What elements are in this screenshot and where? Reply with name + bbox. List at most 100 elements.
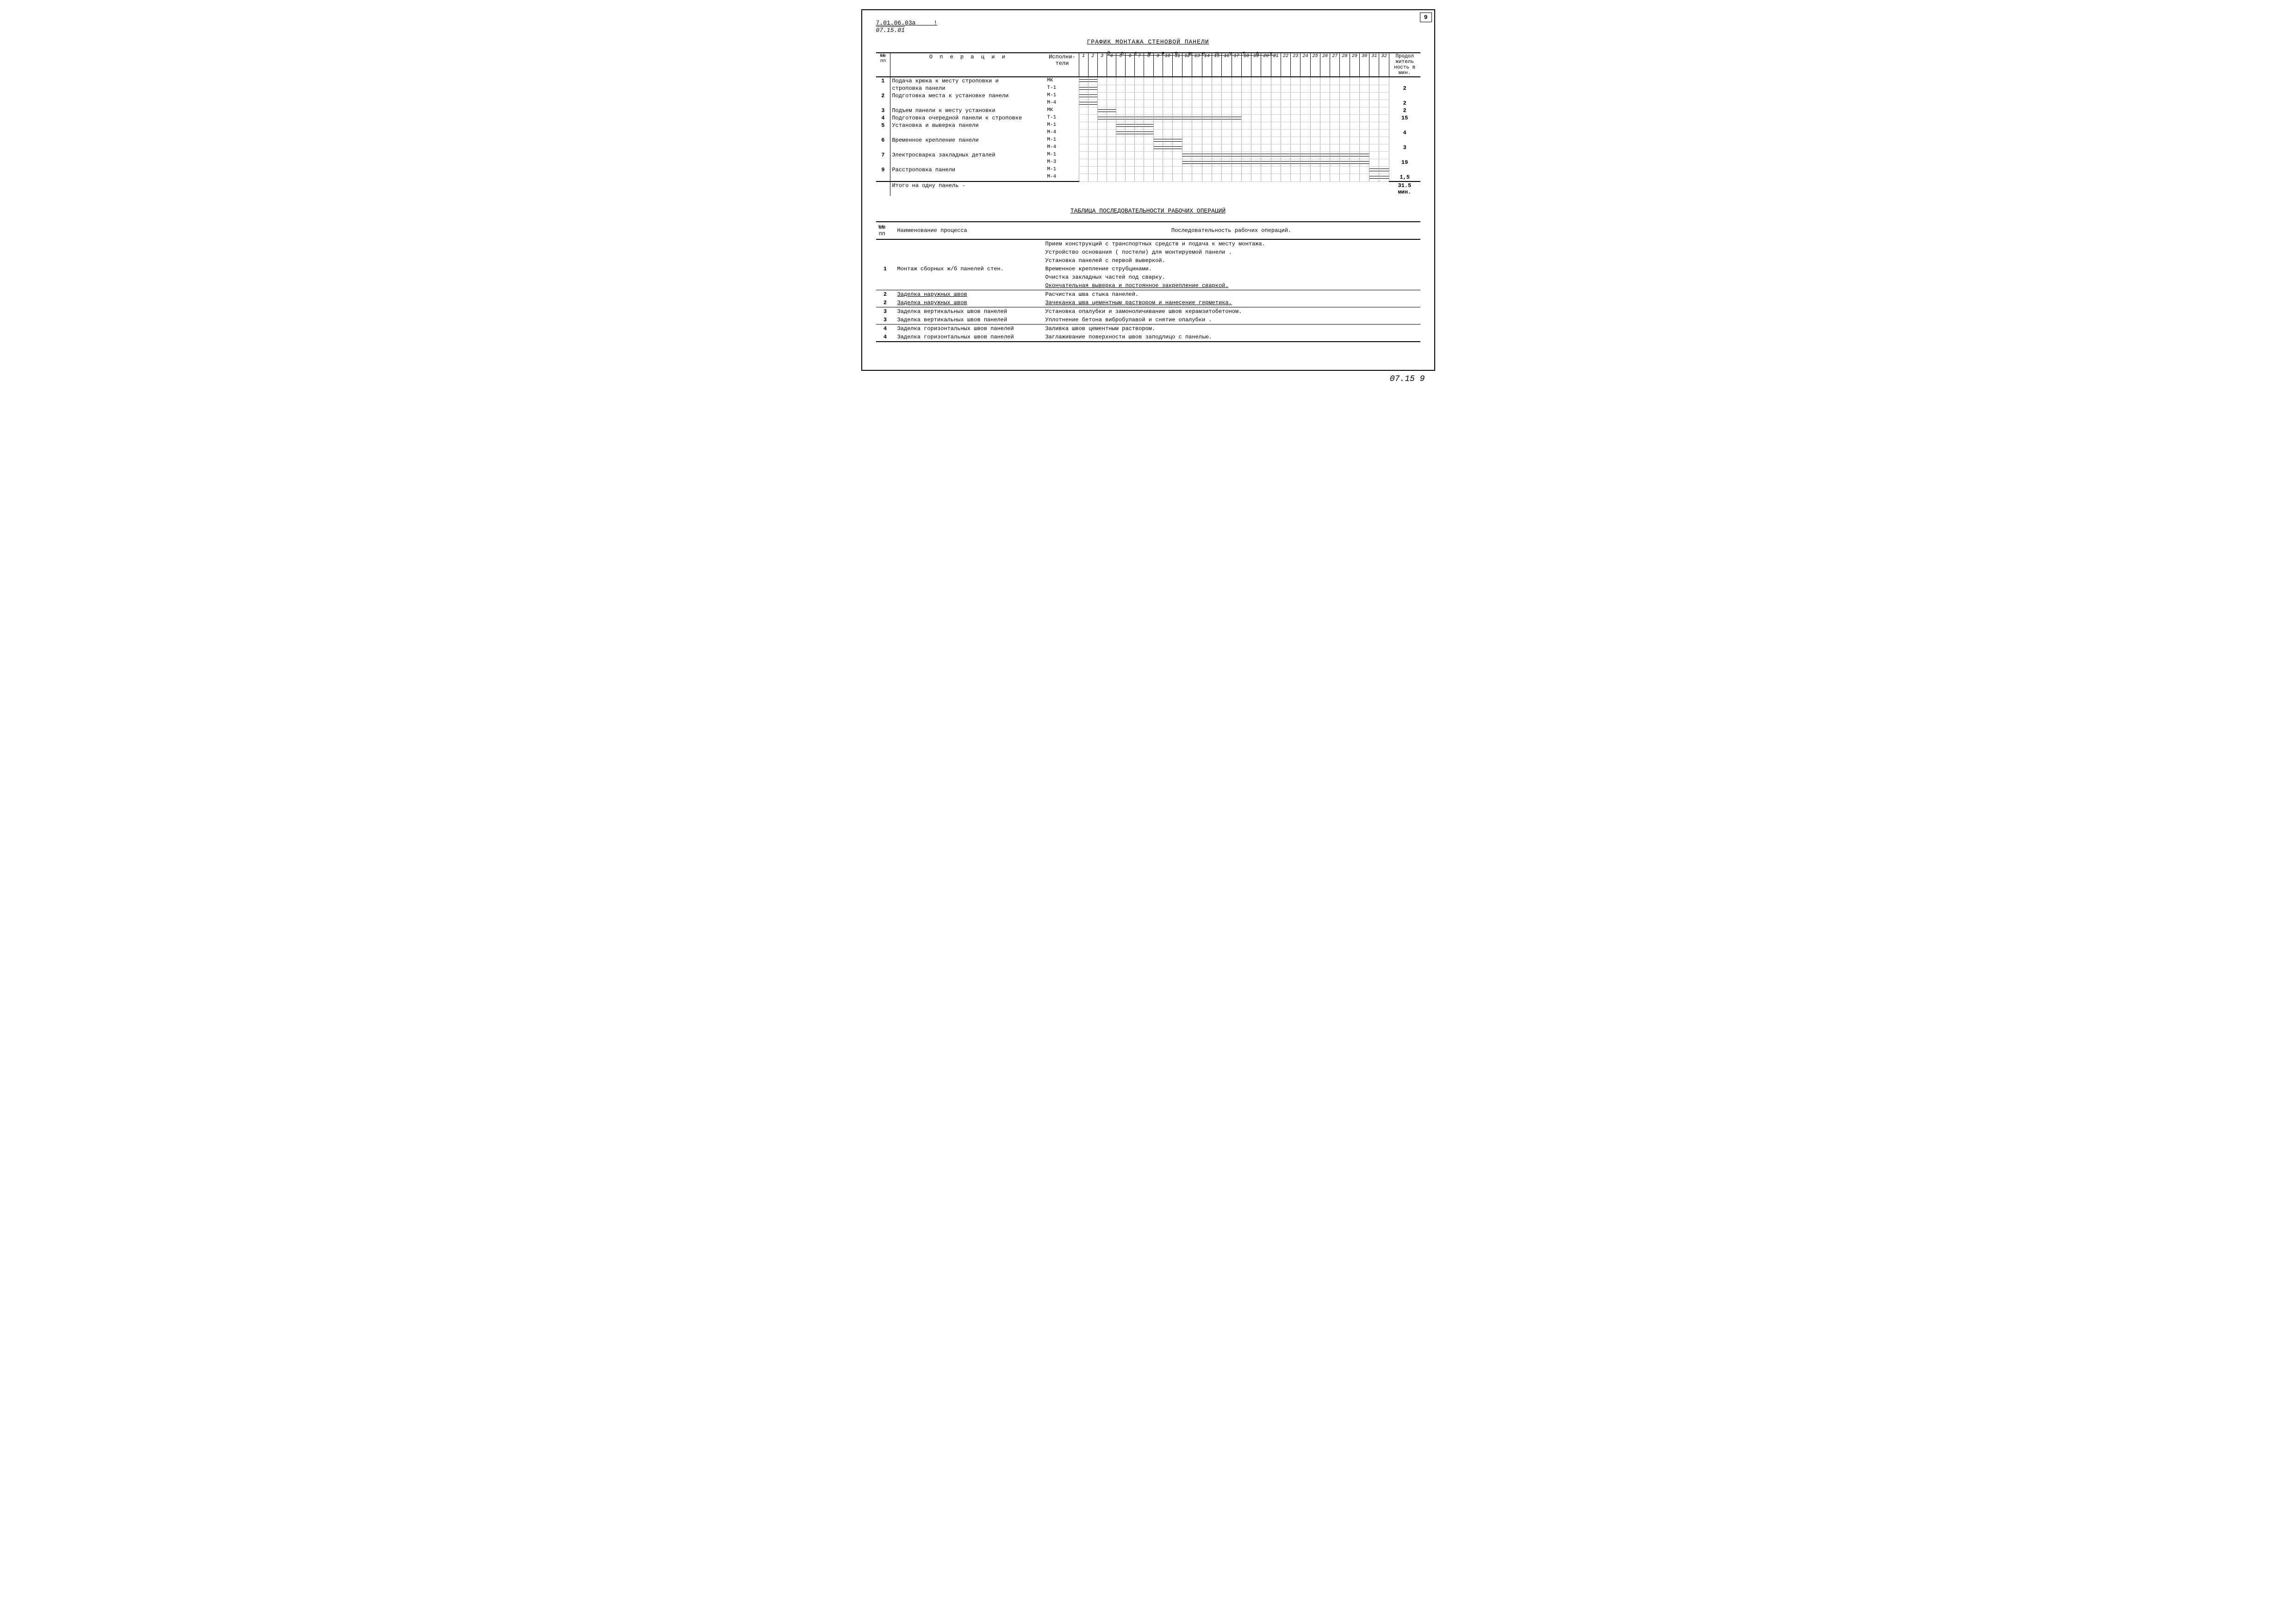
gantt-bar: [1173, 139, 1182, 142]
time-col-22: 22: [1281, 53, 1290, 77]
time-col-30: 30: [1359, 53, 1369, 77]
time-col-11: 11: [1172, 53, 1182, 77]
gantt-bar: [1311, 154, 1320, 156]
seq-row: 4Заделка горизонтальных швов панелейЗагл…: [876, 333, 1420, 342]
gantt-bar: [1144, 124, 1153, 127]
code-bottom: 07.15.01: [876, 26, 905, 34]
gantt-bar: [1163, 117, 1172, 119]
time-col-6: 6: [1126, 53, 1135, 77]
seq-row: Установка панелей с первой выверкой.: [876, 256, 1420, 265]
seq-row: Прием конструкций с транспортных средств…: [876, 239, 1420, 248]
gantt-bar: [1222, 117, 1231, 119]
footer-code: 07.15 9: [1390, 375, 1425, 384]
gantt-bar: [1079, 94, 1088, 97]
gantt-bar: [1379, 169, 1388, 171]
gantt-bar: [1192, 117, 1201, 119]
time-col-14: 14: [1202, 53, 1212, 77]
gantt-bar: [1107, 109, 1116, 112]
seq-row: 2Заделка наружных швовЗачеканка шва цеме…: [876, 299, 1420, 307]
gantt-bar: [1089, 102, 1097, 105]
time-col-16: 16: [1222, 53, 1232, 77]
gantt-bar: [1163, 139, 1172, 142]
seq-row: 3Заделка вертикальных швов панелейУплотн…: [876, 316, 1420, 325]
sequence-title: ТАБЛИЦА ПОСЛЕДОВАТЕЛЬНОСТИ РАБОЧИХ ОПЕРА…: [876, 207, 1420, 214]
time-col-13: 13: [1192, 53, 1202, 77]
sequence-table: №№ппНаименование процессаПоследовательно…: [876, 221, 1420, 342]
col-header-executors: Исполни-тели: [1045, 53, 1079, 77]
gantt-row: 3Подъем панели к месту установкиМК2: [876, 107, 1420, 114]
gantt-bar: [1098, 117, 1107, 119]
gantt-bar: [1192, 161, 1201, 164]
gantt-bar: [1089, 79, 1097, 82]
gantt-bar: [1222, 154, 1231, 156]
gantt-bar: [1311, 161, 1320, 164]
gantt-bar: [1154, 117, 1163, 119]
gantt-bar: [1360, 161, 1369, 164]
time-col-23: 23: [1291, 53, 1300, 77]
gantt-title: ГРАФИК МОНТАЖА СТЕНОВОЙ ПАНЕЛИ: [876, 38, 1420, 45]
gantt-bar: [1107, 117, 1116, 119]
gantt-bar: [1182, 161, 1192, 164]
col-header-num: №№пп: [876, 53, 890, 77]
gantt-bar: [1144, 117, 1153, 119]
time-col-32: 32: [1379, 53, 1389, 77]
gantt-bar: [1098, 109, 1107, 112]
gantt-bar: [1291, 161, 1300, 164]
gantt-bar: [1212, 154, 1221, 156]
time-col-18: 18: [1241, 53, 1251, 77]
time-col-21: 21: [1271, 53, 1281, 77]
gantt-bar: [1271, 154, 1281, 156]
gantt-bar: [1369, 169, 1379, 171]
seq-row: 4Заделка горизонтальных швов панелейЗали…: [876, 325, 1420, 333]
gantt-bar: [1192, 154, 1201, 156]
gantt-bar: [1154, 146, 1163, 149]
gantt-row: 9Расстроповка панелиМ-1: [876, 166, 1420, 174]
gantt-bar: [1079, 102, 1088, 105]
gantt-row: М-42: [876, 100, 1420, 107]
gantt-bar: [1300, 161, 1310, 164]
gantt-bar: [1135, 131, 1144, 134]
gantt-row: М-44: [876, 129, 1420, 137]
gantt-bar: [1271, 161, 1281, 164]
gantt-row: М-319: [876, 159, 1420, 166]
gantt-bar: [1232, 117, 1241, 119]
time-col-29: 29: [1350, 53, 1359, 77]
gantt-bar: [1281, 154, 1290, 156]
gantt-bar: [1202, 117, 1212, 119]
time-col-9: 9: [1153, 53, 1163, 77]
gantt-bar: [1116, 117, 1125, 119]
gantt-bar: [1330, 161, 1339, 164]
gantt-bar: [1320, 161, 1330, 164]
gantt-row: 1Подача крюка к месту строповки иМК: [876, 77, 1420, 85]
time-col-27: 27: [1330, 53, 1340, 77]
gantt-row: строповка панелиТ-12: [876, 85, 1420, 92]
seq-row: Окончательная выверка и постоянное закре…: [876, 281, 1420, 290]
gantt-bar: [1144, 131, 1153, 134]
time-col-10: 10: [1163, 53, 1172, 77]
gantt-bar: [1126, 124, 1134, 127]
seq-col-num: №№пп: [876, 222, 895, 239]
gantt-bar: [1079, 87, 1088, 90]
gantt-bar: [1116, 124, 1125, 127]
gantt-bar: [1163, 146, 1172, 149]
seq-row: 1Монтаж сборных ж/б панелей стен.Временн…: [876, 265, 1420, 273]
gantt-bar: [1126, 117, 1134, 119]
seq-row: 3Заделка вертикальных швов панелейУстано…: [876, 307, 1420, 316]
time-col-15: 15: [1212, 53, 1221, 77]
seq-col-name: Наименование процесса: [895, 222, 1043, 239]
gantt-row: М-41,5: [876, 174, 1420, 181]
gantt-bar: [1154, 139, 1163, 142]
gantt-bar: [1202, 161, 1212, 164]
gantt-bar: [1116, 131, 1125, 134]
gantt-bar: [1340, 154, 1349, 156]
gantt-bar: [1350, 161, 1359, 164]
time-col-25: 25: [1310, 53, 1320, 77]
time-col-7: 7: [1135, 53, 1144, 77]
time-col-17: 17: [1232, 53, 1241, 77]
gantt-bar: [1320, 154, 1330, 156]
gantt-bar: [1173, 117, 1182, 119]
header-codes: 7.01.06.03а ! 07.15.01: [876, 19, 1420, 34]
time-col-19: 19: [1251, 53, 1261, 77]
gantt-bar: [1251, 161, 1261, 164]
time-col-1: 1: [1079, 53, 1088, 77]
